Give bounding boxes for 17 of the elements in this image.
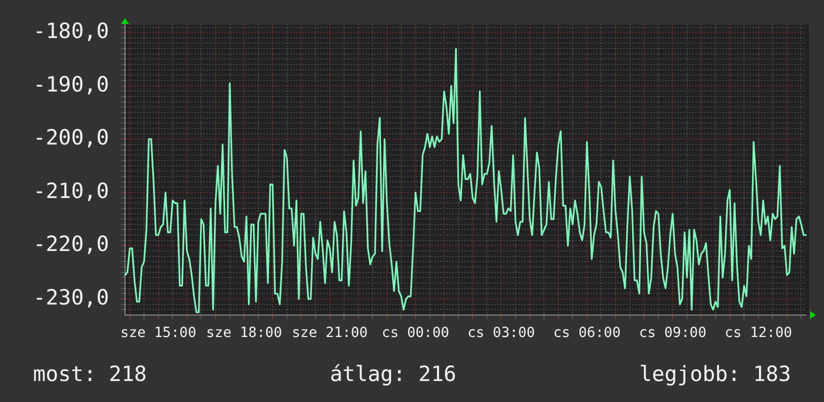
text: most: 218 (33, 361, 147, 387)
x-tick-label: cs 06:00 (553, 325, 621, 342)
y-tick-label: -180,0 (33, 19, 109, 44)
x-tick-label: cs 09:00 (638, 325, 706, 342)
x-tick-label: sze 15:00 (120, 325, 196, 342)
x-tick-label: cs 00:00 (382, 325, 450, 342)
y-tick-label: -230,0 (33, 285, 109, 310)
x-tick-label: cs 12:00 (724, 325, 792, 342)
y-tick-label: -190,0 (33, 72, 109, 96)
text: legjobb: 183 (639, 361, 791, 387)
x-tick-label: sze 18:00 (206, 325, 282, 342)
y-tick-label: -200,0 (33, 126, 109, 150)
x-tick-label: cs 03:00 (468, 325, 535, 342)
y-tick-label: -220,0 (33, 232, 109, 256)
text: átlag: 216 (330, 361, 456, 387)
x-tick-label: sze 21:00 (292, 325, 368, 342)
y-tick-label: -210,0 (33, 178, 109, 203)
